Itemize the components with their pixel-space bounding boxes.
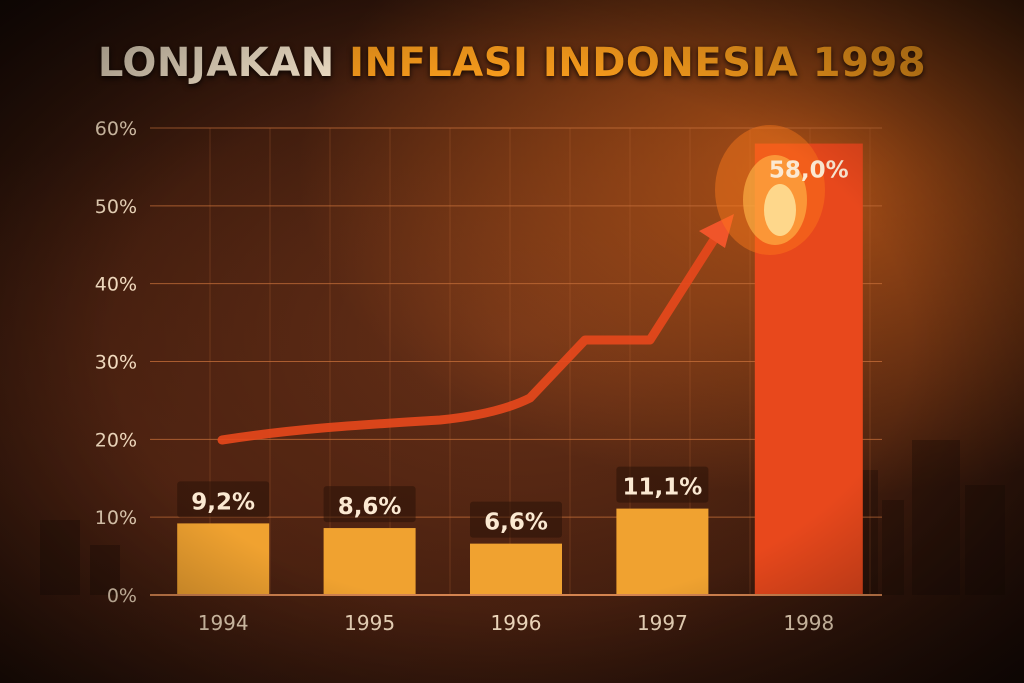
x-tick-label: 1998	[783, 611, 834, 635]
y-tick-label: 40%	[95, 274, 137, 296]
x-tick-label: 1996	[491, 611, 542, 635]
y-tick-label: 30%	[95, 352, 137, 374]
data-label: 58,0%	[769, 158, 849, 184]
bar-1994	[177, 523, 270, 595]
y-tick-label: 60%	[95, 118, 137, 140]
x-axis-ticks: 1994 1995 1996 1997 1998	[198, 611, 835, 635]
bar-1997	[616, 508, 709, 595]
x-tick-label: 1995	[344, 611, 395, 635]
x-tick-label: 1994	[198, 611, 249, 635]
data-label: 6,6%	[484, 510, 548, 536]
y-tick-label: 20%	[95, 429, 137, 451]
x-tick-label: 1997	[637, 611, 688, 635]
bar-1995	[323, 528, 416, 595]
data-label: 9,2%	[191, 489, 255, 515]
y-tick-label: 0%	[107, 585, 137, 607]
y-axis-ticks: 0% 10% 20% 30% 40% 50% 60%	[95, 118, 137, 607]
data-label: 8,6%	[338, 494, 402, 520]
data-label: 11,1%	[623, 475, 703, 501]
bar-1996	[470, 543, 562, 595]
y-tick-label: 50%	[95, 196, 137, 218]
y-tick-label: 10%	[95, 507, 137, 529]
trend-arrow	[217, 233, 720, 445]
fire-burst	[715, 125, 825, 255]
